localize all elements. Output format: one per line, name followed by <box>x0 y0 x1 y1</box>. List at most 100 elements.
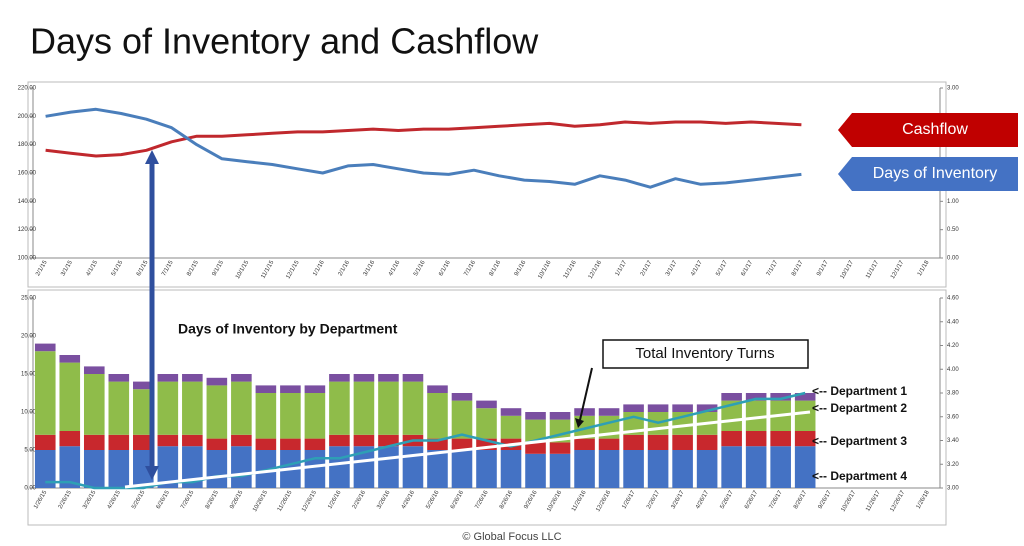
bar-segment <box>59 355 81 363</box>
bar-segment <box>329 374 350 382</box>
bar-segment <box>157 374 179 382</box>
tick-label: 160.00 <box>18 171 37 177</box>
bar-segment <box>549 453 571 488</box>
bar-segment <box>133 450 154 488</box>
bar-segment <box>182 374 203 382</box>
bar-segment <box>378 374 399 382</box>
bar-segment <box>574 450 595 488</box>
tick-label: 3.60 <box>947 414 959 420</box>
bar-segment <box>500 415 522 439</box>
bar-segment <box>647 434 669 450</box>
top-chart-frame <box>27 81 947 288</box>
bar-segment <box>182 446 203 488</box>
bar-segment <box>476 408 497 439</box>
bar-segment <box>525 419 546 443</box>
bar-segment <box>34 450 56 488</box>
tick-label: 3.00 <box>947 486 959 492</box>
bar-segment <box>770 446 791 488</box>
bar-segment <box>353 434 375 447</box>
bar-segment <box>770 393 791 401</box>
bar-segment <box>500 408 522 416</box>
bar-segment <box>696 404 718 412</box>
bar-segment <box>476 450 497 488</box>
bar-segment <box>133 381 154 390</box>
bar-segment <box>402 381 424 435</box>
bar-segment <box>745 400 767 431</box>
bar-segment <box>353 381 375 435</box>
bar-segment <box>598 438 620 450</box>
bar-segment <box>280 393 301 439</box>
series-line <box>45 107 802 189</box>
bar-segment <box>672 450 693 488</box>
tick-label: 4.40 <box>947 319 959 325</box>
bar-segment <box>206 385 228 439</box>
bar-segment <box>696 450 718 488</box>
turns-callout <box>602 339 809 369</box>
bar-segment <box>451 450 473 488</box>
tick-label: 4.60 <box>947 296 959 302</box>
inventory-callout <box>838 157 1018 191</box>
slide-title: Days of Inventory and Cashflow <box>30 21 539 62</box>
bar-segment <box>745 431 767 447</box>
bar-segment <box>59 446 81 488</box>
department-label: <-- Department 3 <box>812 434 907 448</box>
tick-label: 4.20 <box>947 343 959 349</box>
bar-segment <box>402 374 424 382</box>
turns-pointer <box>579 367 593 421</box>
bar-segment <box>770 431 791 447</box>
tick-label: 140.00 <box>18 199 37 205</box>
tick-label: 3.00 <box>947 86 959 92</box>
bar-segment <box>427 385 448 393</box>
bar-segment <box>108 434 130 450</box>
bar-segment <box>231 381 252 435</box>
department-label: <-- Department 1 <box>812 384 907 398</box>
bar-segment <box>672 404 693 412</box>
bar-segment <box>623 450 644 488</box>
bar-segment <box>721 393 742 401</box>
bar-segment <box>451 438 473 450</box>
tick-label: 3.80 <box>947 391 959 397</box>
bar-segment <box>108 381 130 435</box>
bar-segment <box>598 450 620 488</box>
bar-segment <box>133 389 154 435</box>
tick-label: 4.00 <box>947 367 959 373</box>
bar-segment <box>500 450 522 488</box>
bar-segment <box>451 400 473 439</box>
bar-segment <box>280 438 301 450</box>
bar-segment <box>623 404 644 412</box>
department-label: <-- Department 4 <box>812 469 907 483</box>
bar-segment <box>794 400 816 431</box>
callout-label: Days of Inventory <box>873 165 998 182</box>
bar-segment <box>745 446 767 488</box>
bar-segment <box>34 351 56 435</box>
bar-segment <box>255 393 277 439</box>
bar-segment <box>647 404 669 412</box>
bar-segment <box>549 412 571 420</box>
bar-segment <box>108 374 130 382</box>
tick-label: 3.40 <box>947 438 959 444</box>
cashflow-callout <box>838 113 1018 147</box>
bar-segment <box>353 374 375 382</box>
tick-label: 0.00 <box>947 256 959 262</box>
bar-segment <box>451 393 473 401</box>
bar-segment <box>206 377 228 386</box>
bar-segment <box>745 393 767 401</box>
bar-segment <box>623 434 644 450</box>
bar-segment <box>83 434 105 450</box>
turns-label: Total Inventory Turns <box>635 345 774 362</box>
bar-segment <box>108 450 130 488</box>
bar-segment <box>721 431 742 447</box>
bar-segment <box>598 408 620 416</box>
bar-segment <box>525 453 546 488</box>
bar-segment <box>133 434 154 450</box>
tick-label: 3.20 <box>947 462 959 468</box>
department-label: <-- Department 2 <box>812 401 907 415</box>
bar-segment <box>83 374 105 435</box>
bar-segment <box>525 412 546 420</box>
tick-label: 0.00 <box>24 486 36 492</box>
bar-segment <box>378 381 399 435</box>
bar-segment <box>59 431 81 447</box>
bar-segment <box>721 446 742 488</box>
tick-label: 100.00 <box>18 256 37 262</box>
